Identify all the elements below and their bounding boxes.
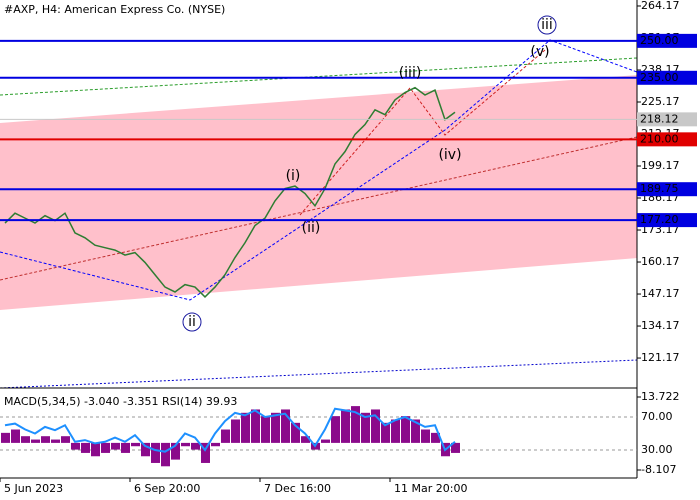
- macd-bar: [261, 416, 270, 443]
- macd-bar: [351, 406, 360, 443]
- wave-label: ii: [188, 314, 196, 330]
- wave-circle: [537, 15, 557, 35]
- trend-line: [0, 57, 638, 96]
- rsi-line: [4, 407, 456, 453]
- macd-bar: [371, 409, 380, 443]
- macd-bar: [191, 442, 200, 450]
- x-tick-label: 5 Jun 2023: [4, 482, 63, 495]
- level-label: 177.20: [640, 213, 679, 226]
- wave-circle: [182, 312, 202, 332]
- level-box: [637, 70, 697, 85]
- level-label: 235.00: [640, 71, 679, 84]
- macd-bar: [241, 412, 250, 443]
- y-tick-label: 134.17: [641, 319, 680, 332]
- trend-line: [0, 359, 638, 389]
- macd-bar: [31, 439, 40, 443]
- macd-bar: [101, 442, 110, 453]
- macd-bar: [451, 442, 460, 453]
- macd-bar: [171, 442, 180, 460]
- x-tick-label: 6 Sep 20:00: [134, 482, 200, 495]
- level-box: [637, 112, 697, 127]
- y-tick-label: 121.17: [641, 351, 680, 364]
- macd-bar: [121, 442, 130, 453]
- wave-label: iii: [541, 17, 553, 33]
- macd-bar: [41, 436, 50, 443]
- macd-bar: [421, 429, 430, 443]
- macd-bar: [391, 419, 400, 443]
- macd-bar: [321, 439, 330, 443]
- price-line: [4, 86, 456, 298]
- level-box: [637, 132, 697, 147]
- x-tick-label: 7 Dec 16:00: [264, 482, 331, 495]
- wave-label: (v): [530, 44, 549, 60]
- level-label: 189.75: [640, 182, 679, 195]
- y2-tick-label: 30.00: [641, 443, 673, 456]
- trend-channel: [0, 75, 637, 310]
- macd-bar: [231, 419, 240, 443]
- macd-bar: [51, 439, 60, 443]
- macd-bar: [291, 422, 300, 443]
- level-label: 250.00: [640, 34, 679, 47]
- y-tick-label: 147.17: [641, 287, 680, 300]
- macd-bar: [331, 416, 340, 443]
- macd-bar: [411, 419, 420, 443]
- macd-bar: [361, 412, 370, 443]
- level-label: 218.12: [640, 112, 679, 125]
- macd-bar: [341, 409, 350, 443]
- macd-bar: [71, 442, 80, 450]
- y-tick-label: 199.17: [641, 159, 680, 172]
- macd-bar: [181, 442, 190, 447]
- macd-bar: [211, 442, 220, 447]
- macd-bar: [401, 416, 410, 443]
- macd-bar: [221, 429, 230, 443]
- wave-label: (iii): [399, 65, 422, 81]
- level-box: [637, 182, 697, 197]
- macd-bar: [281, 409, 290, 443]
- y-tick-label: 13.722: [641, 390, 680, 403]
- macd-bar: [431, 432, 440, 443]
- macd-bar: [381, 422, 390, 443]
- macd-bar: [21, 436, 30, 443]
- level-label: 210.00: [640, 132, 679, 145]
- y-tick-label: 264.17: [641, 0, 680, 12]
- macd-bar: [111, 442, 120, 450]
- trend-line: [0, 136, 638, 281]
- macd-bar: [81, 442, 90, 453]
- y-tick-label: 160.17: [641, 255, 680, 268]
- macd-bar: [201, 442, 210, 463]
- macd-bar: [61, 436, 70, 443]
- macd-bar: [11, 429, 20, 443]
- macd-bar: [1, 432, 10, 443]
- macd-bar: [301, 436, 310, 443]
- macd-bar: [251, 409, 260, 443]
- wave-line: [0, 39, 638, 301]
- level-box: [637, 213, 697, 228]
- macd-bar: [271, 412, 280, 443]
- wave-label: (i): [286, 168, 301, 184]
- level-box: [637, 33, 697, 48]
- wave-label: (ii): [302, 220, 321, 236]
- indicator-title: MACD(5,34,5) -3.040 -3.351 RSI(14) 39.93: [4, 395, 237, 408]
- y-tick-label: -8.107: [641, 463, 676, 476]
- macd-bar: [131, 442, 140, 447]
- macd-bar: [141, 442, 150, 457]
- wave-line: [299, 49, 546, 216]
- x-tick-label: 11 Mar 20:00: [394, 482, 467, 495]
- y2-tick-label: 70.00: [641, 410, 673, 423]
- macd-bar: [161, 442, 170, 467]
- macd-bar: [91, 442, 100, 457]
- chart-title: #AXP, H4: American Express Co. (NYSE): [4, 3, 225, 16]
- macd-bar: [151, 442, 160, 463]
- wave-label: (iv): [438, 147, 461, 163]
- y-tick-label: 225.17: [641, 95, 680, 108]
